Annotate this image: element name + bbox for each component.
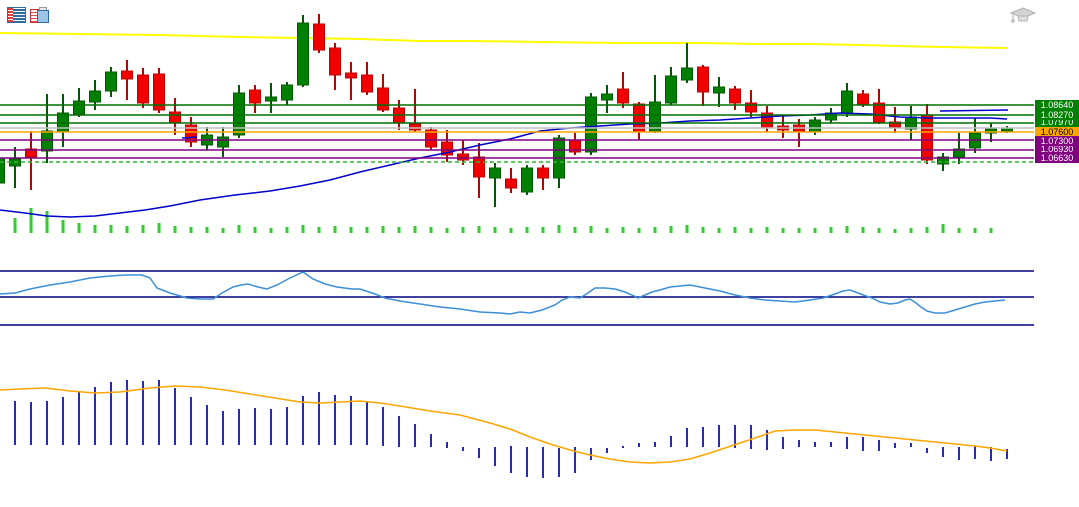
price-label: 1.08270 xyxy=(1035,110,1079,120)
market-watch-icon[interactable] xyxy=(7,7,26,23)
macd-signal-line xyxy=(0,385,1008,464)
price-label: 1.07600 xyxy=(1035,127,1079,137)
macd-histogram-bars xyxy=(14,380,1008,478)
volume-ticks xyxy=(13,208,993,233)
ma-slow-line xyxy=(0,112,1008,218)
price-label: 1.07970 xyxy=(1035,117,1079,127)
ma-fast-segments xyxy=(181,109,1009,139)
chart-windows-icon-front-page xyxy=(37,10,49,23)
chart-windows-icon[interactable] xyxy=(30,7,49,23)
oscillator-line xyxy=(0,271,1006,315)
horizontal-level-lines xyxy=(0,104,1034,163)
price-label: 1.08640 xyxy=(1035,100,1079,110)
price-label: 1.06630 xyxy=(1035,153,1079,163)
market-watch-icon-blue-rows xyxy=(13,8,25,22)
oscillator-level-lines xyxy=(0,270,1034,326)
price-label: 1.06930 xyxy=(1035,144,1079,154)
market-watch-icon-red-column xyxy=(8,8,13,22)
yellow-trendline xyxy=(0,32,1008,49)
graduation-cap-icon[interactable] xyxy=(1008,4,1038,26)
price-label: 1.07300 xyxy=(1035,136,1079,146)
candles xyxy=(0,14,1013,207)
